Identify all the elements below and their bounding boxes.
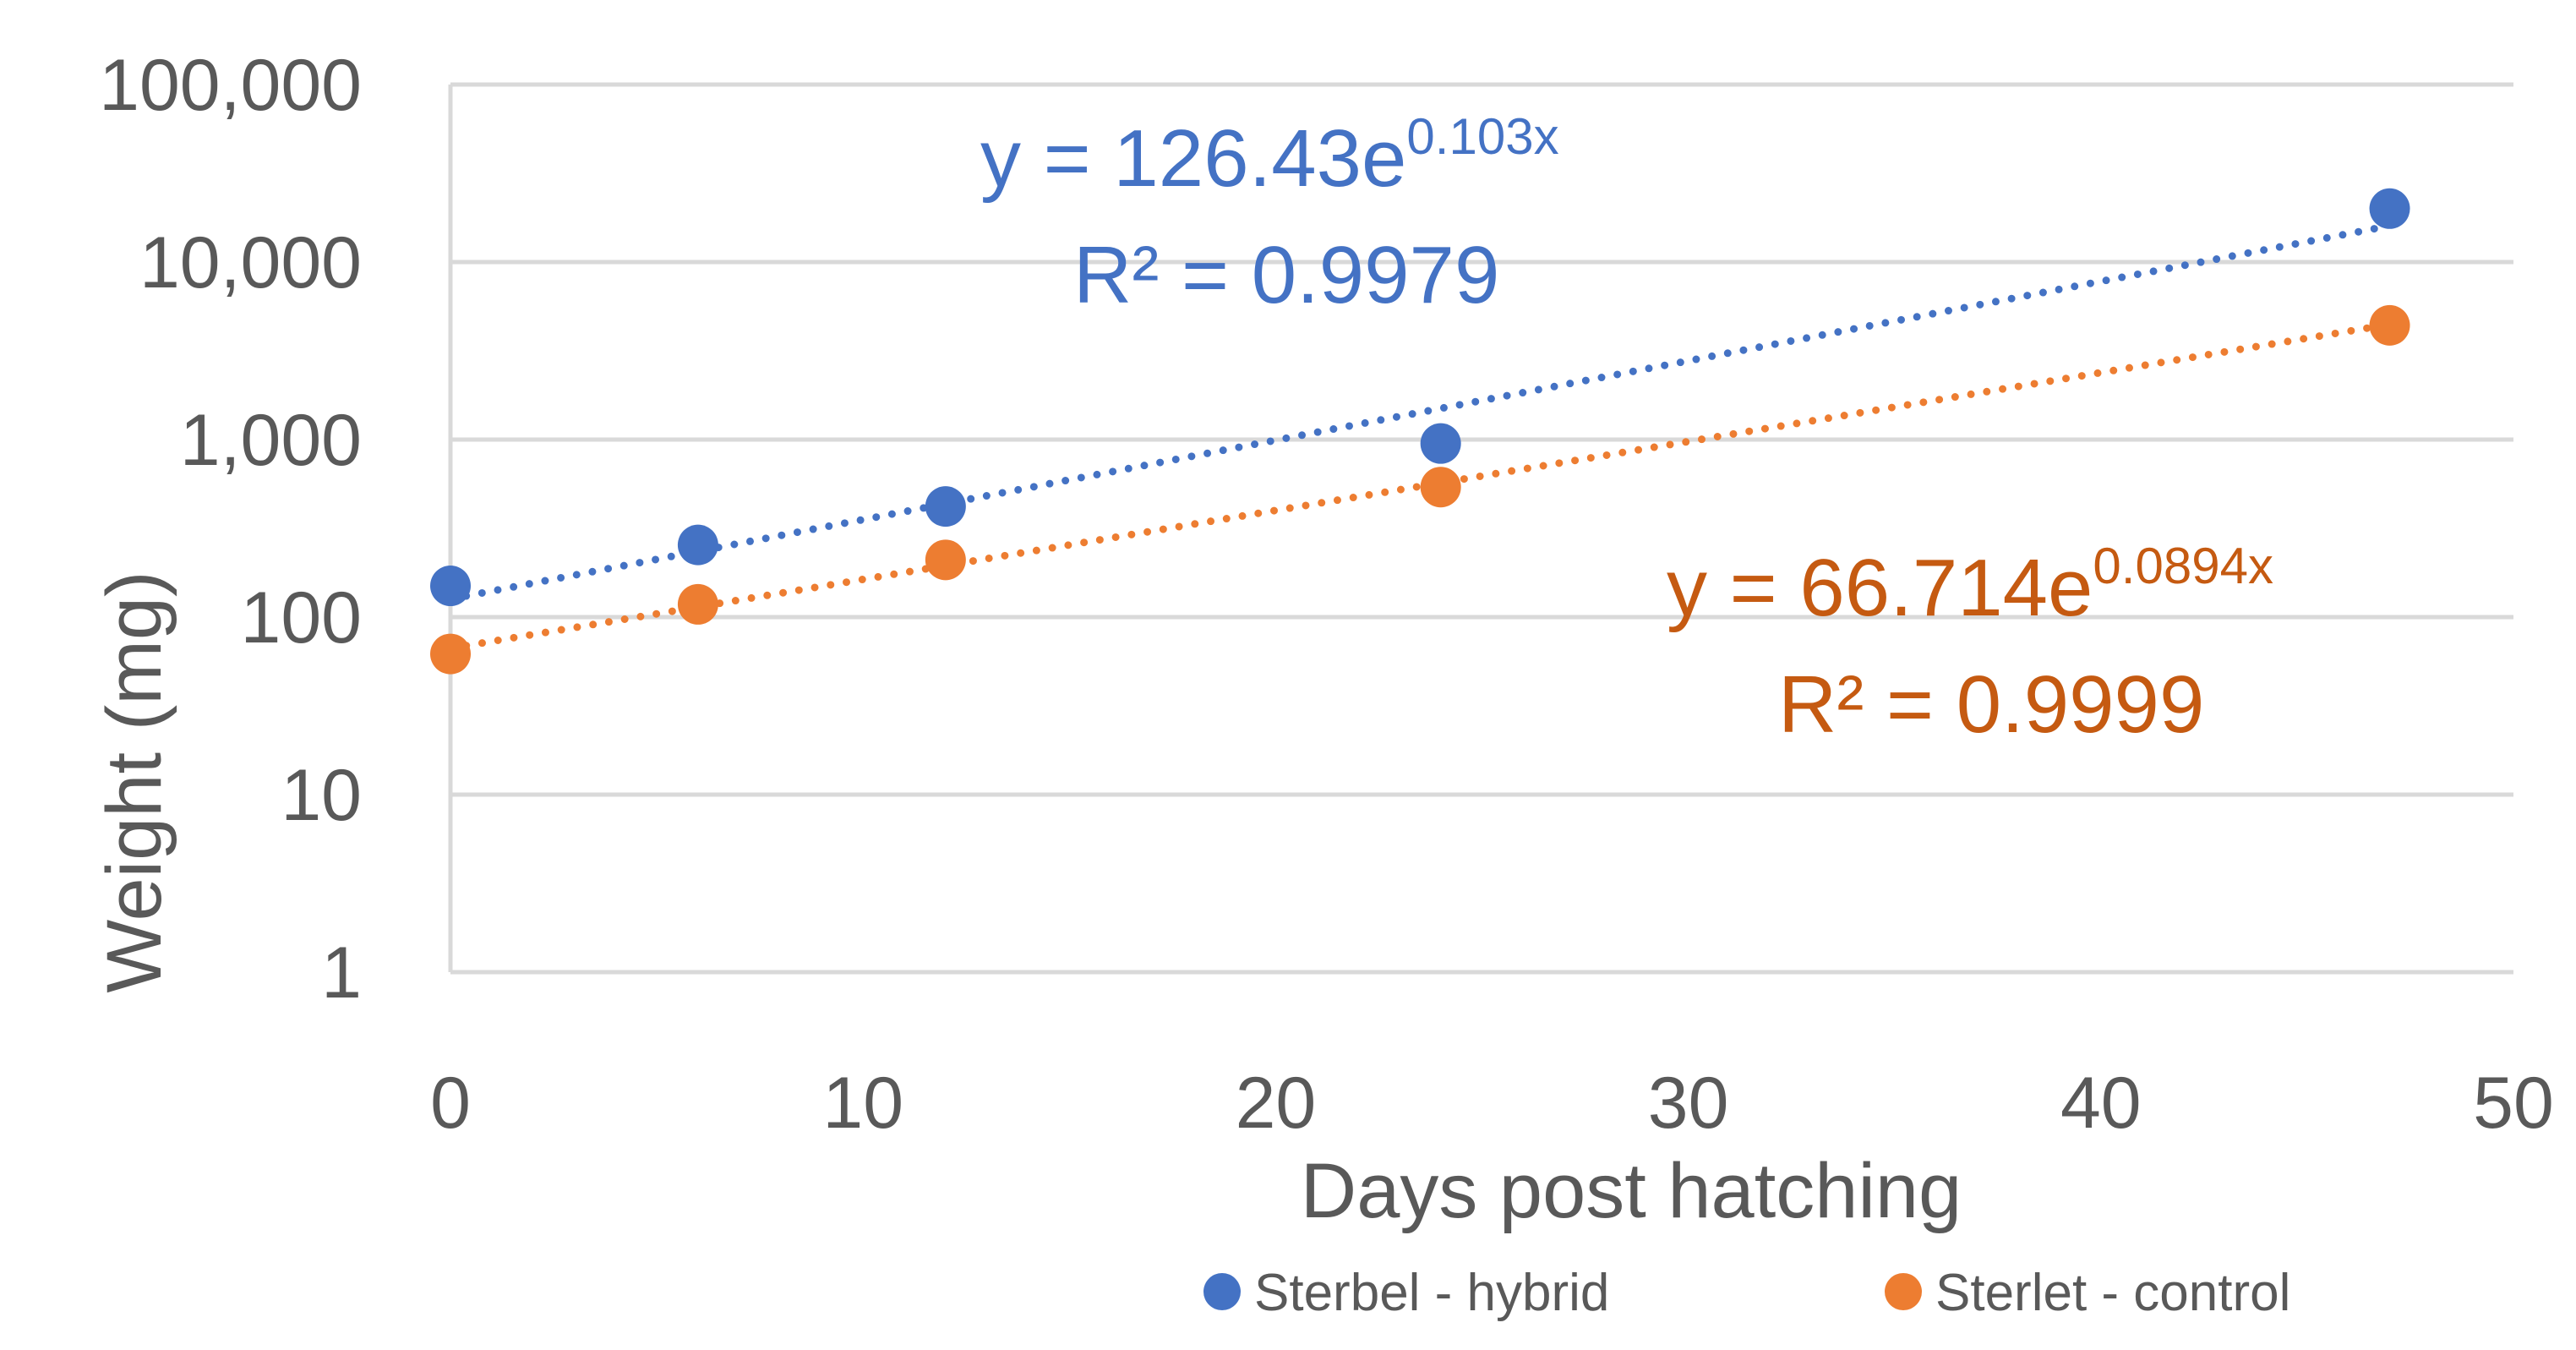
trendlines: [446, 221, 2393, 653]
svg-text:y = 66.714e0.0894x: y = 66.714e0.0894x: [1667, 538, 2273, 633]
equation-control: y = 66.714e: [1667, 543, 2093, 633]
axes: [448, 85, 2513, 975]
legend-label-control: Sterlet - control: [1935, 1264, 2290, 1322]
data-point-hybrid: [677, 524, 718, 566]
x-axis-title: Days post hatching: [1301, 1148, 1962, 1234]
data-point-control: [1420, 467, 1461, 508]
legend-item-control: Sterlet - control: [1885, 1264, 2290, 1322]
legend-label-hybrid: Sterbel - hybrid: [1254, 1264, 1609, 1322]
data-point-control: [925, 539, 966, 581]
x-tick-label: 30: [1648, 1063, 1729, 1144]
equation-label-control: y = 66.714e0.0894x R² = 0.9999: [1667, 538, 2273, 750]
x-tick-label: 20: [1236, 1063, 1317, 1144]
data-point-hybrid: [2369, 188, 2410, 229]
data-point-hybrid: [430, 566, 471, 607]
y-tick-label: 1: [321, 932, 362, 1014]
r2-hybrid: R² = 0.9979: [1073, 230, 1499, 320]
equation-hybrid: y = 126.43e: [980, 113, 1406, 204]
y-tick-label: 10,000: [139, 222, 362, 303]
y-axis-title: Weight (mg): [91, 571, 177, 992]
data-point-control: [430, 633, 471, 675]
gridlines: [450, 82, 2513, 797]
legend-item-hybrid: Sterbel - hybrid: [1203, 1264, 1609, 1322]
y-tick-label: 10: [281, 755, 362, 836]
equation-label-hybrid: y = 126.43e0.103x R² = 0.9979: [980, 108, 1559, 320]
x-tick-labels: 0 10 20 30 40 50: [430, 1063, 2554, 1144]
y-tick-labels: 1 10 100 1,000 10,000 100,000: [99, 45, 362, 1014]
y-tick-label: 100: [241, 577, 363, 659]
legend-marker-hybrid: [1203, 1273, 1241, 1310]
trendline-control: [446, 320, 2393, 653]
x-tick-label: 50: [2473, 1063, 2554, 1144]
data-point-control: [677, 583, 718, 625]
y-tick-label: 1,000: [180, 400, 362, 481]
equation-exponent-hybrid: 0.103x: [1406, 108, 1558, 165]
r2-control: R² = 0.9999: [1778, 659, 2204, 750]
data-points: [430, 188, 2410, 675]
x-tick-label: 10: [822, 1063, 903, 1144]
data-point-hybrid: [925, 486, 966, 527]
data-point-hybrid: [1420, 423, 1461, 464]
equation-exponent-control: 0.0894x: [2093, 538, 2273, 594]
svg-text:y = 126.43e0.103x: y = 126.43e0.103x: [980, 108, 1559, 204]
x-tick-label: 0: [430, 1063, 471, 1144]
legend: Sterbel - hybrid Sterlet - control: [1203, 1264, 2290, 1322]
legend-marker-control: [1885, 1273, 1922, 1310]
data-point-control: [2369, 304, 2410, 346]
x-tick-label: 40: [2060, 1063, 2142, 1144]
y-tick-label: 100,000: [99, 45, 362, 126]
